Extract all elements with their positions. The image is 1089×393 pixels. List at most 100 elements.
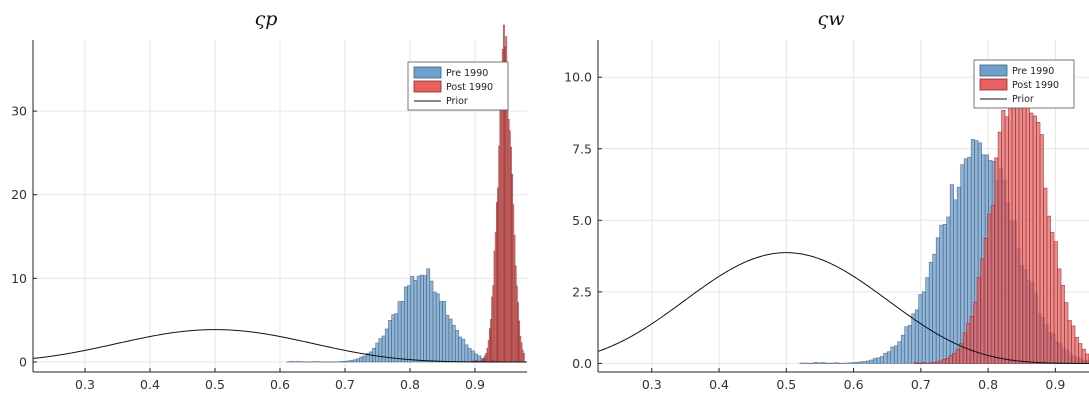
- tick-labels: 0.3 0.4 0.5 0.6 0.7 0.8 0.9 0.0 2.5 5.0 7.5 10.0: [564, 70, 1065, 392]
- histogram-bar: [897, 341, 902, 364]
- histogram-bar: [429, 280, 434, 363]
- histogram-bar: [1018, 71, 1023, 364]
- histogram-bar: [1029, 112, 1034, 364]
- histogram-bar: [400, 301, 405, 363]
- histogram-bar: [927, 362, 932, 364]
- histogram-bar: [948, 355, 953, 364]
- histogram-bar: [455, 330, 459, 363]
- histogram-bar: [890, 346, 895, 364]
- histogram-bar: [1050, 231, 1055, 364]
- histogram-bar: [349, 360, 354, 363]
- histogram-bar: [1064, 302, 1069, 364]
- legend-swatch-post: [979, 78, 1008, 91]
- histogram-bar: [404, 286, 408, 363]
- histogram-bar: [883, 352, 888, 364]
- histogram-bar: [920, 361, 925, 364]
- y-tick-label: 7.5: [572, 141, 592, 156]
- histogram-bar: [1057, 268, 1062, 364]
- histogram-bar: [426, 268, 431, 363]
- panel-title: ςp: [255, 8, 278, 30]
- histogram-bar: [1032, 115, 1037, 364]
- prior-line: [597, 252, 1089, 364]
- legend-swatch-pre: [979, 64, 1008, 77]
- histogram-bar: [851, 362, 857, 364]
- histogram-bar: [969, 315, 974, 364]
- x-tick-label: 0.3: [75, 377, 95, 392]
- histogram-bar: [1085, 353, 1089, 364]
- histogram-bar: [458, 336, 462, 363]
- legend-label-post: Post 1990: [1012, 80, 1059, 91]
- histogram-bar: [945, 358, 950, 364]
- panel-varsigma-p: ςp 0.3 0.4 0.5 0.6 0.7 0.8 0.9 0 10 20 30 Pre 1990…: [11, 8, 527, 392]
- histogram-bar: [997, 131, 1002, 364]
- histogram-bar: [448, 318, 453, 363]
- histogram-bar: [407, 285, 412, 363]
- histogram-bar: [362, 355, 367, 363]
- histogram-bar: [893, 345, 899, 364]
- histogram-bar: [935, 237, 940, 364]
- x-tick-label: 0.7: [911, 377, 931, 392]
- histogram-bar: [435, 293, 440, 363]
- histogram-bar: [900, 334, 906, 364]
- histogram-bar: [1022, 67, 1027, 364]
- prior-curve: [32, 329, 527, 363]
- histogram-bar: [994, 157, 999, 364]
- y-tick-label: 2.5: [572, 284, 592, 299]
- histogram-bar: [375, 342, 380, 363]
- histogram-bar: [461, 338, 466, 363]
- legend-label-prior: Prior: [1012, 94, 1034, 105]
- histogram-bar: [442, 301, 447, 363]
- histogram-bar: [394, 313, 399, 363]
- histogram-bar: [467, 348, 472, 363]
- histogram-bar: [1067, 320, 1072, 364]
- histogram-bar: [1039, 134, 1044, 364]
- histogram-bar: [451, 325, 456, 363]
- histogram-bar: [1043, 187, 1048, 364]
- histogram-bar: [432, 291, 437, 363]
- legend-label-pre: Pre 1990: [1012, 66, 1054, 77]
- histogram-bar: [1046, 215, 1051, 364]
- histogram-bar: [356, 358, 361, 363]
- histogram-bar: [378, 338, 383, 363]
- histogram-bar: [1008, 104, 1013, 364]
- histogram-bar: [973, 301, 978, 364]
- histogram-bar: [445, 315, 450, 363]
- histogram-bar: [952, 353, 957, 364]
- histogram-bar: [928, 261, 933, 364]
- histogram-bar: [1036, 122, 1041, 364]
- histogram-bar: [419, 274, 424, 363]
- histogram-bar: [921, 291, 926, 364]
- histogram-bar: [913, 362, 918, 364]
- histogram-bar: [886, 351, 892, 364]
- histogram-bar: [942, 223, 947, 364]
- legend: Pre 1990 Post 1990 Prior: [407, 61, 509, 111]
- histogram-bar: [925, 277, 930, 364]
- histogram-bar: [941, 359, 946, 364]
- legend-swatch-post: [413, 80, 442, 93]
- axes: [597, 40, 1089, 373]
- histogram-bar: [914, 309, 919, 364]
- y-tick-label: 0: [19, 354, 27, 369]
- legend-label-pre: Pre 1990: [446, 68, 488, 79]
- x-tick-label: 0.7: [335, 377, 355, 392]
- histogram-bar: [823, 362, 829, 364]
- histogram-bar: [1081, 348, 1086, 364]
- histogram-bar: [955, 349, 960, 364]
- histogram-bar: [848, 362, 853, 364]
- histogram-bar: [987, 213, 992, 364]
- histogram-bar: [346, 360, 351, 363]
- y-tick-label: 30: [11, 104, 27, 119]
- histogram-bar: [931, 362, 936, 364]
- histogram-bar: [813, 362, 818, 364]
- histogram-bar: [369, 351, 373, 363]
- histogram-bar: [820, 362, 825, 364]
- histogram-bar: [391, 314, 396, 363]
- legend-swatch-pre: [413, 66, 442, 79]
- histogram-bar: [1004, 116, 1009, 364]
- histogram-bar: [397, 301, 402, 363]
- histogram-bar: [869, 359, 874, 364]
- legend-label-prior: Prior: [446, 96, 468, 107]
- prior-line: [32, 329, 527, 363]
- histogram-bar: [865, 360, 871, 364]
